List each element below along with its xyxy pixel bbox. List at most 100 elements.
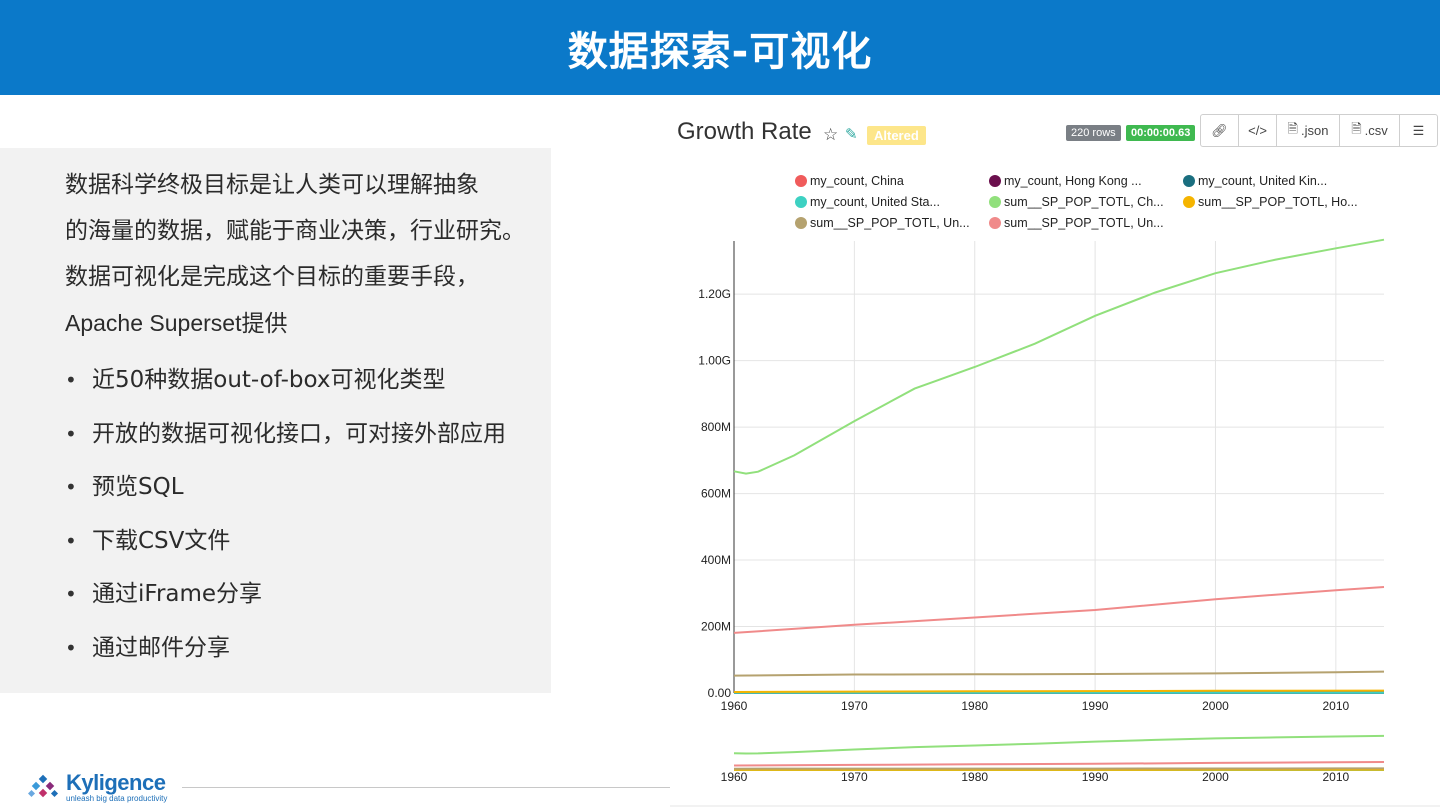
slide-header: 数据探索-可视化 <box>0 0 1440 95</box>
feature-list: • 近50种数据out-of-box可视化类型 • 开放的数据可视化接口，可对接外部… <box>65 354 531 675</box>
legend-item[interactable]: sum__SP_POP_TOTL, Un... <box>989 216 1164 230</box>
legend-label: sum__SP_POP_TOTL, Ch... <box>1004 195 1164 209</box>
legend-swatch <box>989 196 1001 208</box>
bullet-icon: • <box>65 368 77 392</box>
legend-label: sum__SP_POP_TOTL, Un... <box>1004 216 1164 230</box>
list-item: • 通过iFrame分享 <box>65 568 531 622</box>
logo-tagline: unleash big data productivity <box>66 794 168 803</box>
y-tick-label: 200M <box>701 620 731 634</box>
navigator-x-tick-label: 1990 <box>1082 770 1109 784</box>
menu-button[interactable]: ☰ <box>1400 115 1437 146</box>
text-panel: 数据科学终极目标是让人类可以理解抽象 的海量的数据，赋能于商业决策，行业研究。 … <box>0 148 551 693</box>
series-line-4 <box>733 238 1385 475</box>
list-item-label: 通过邮件分享 <box>92 634 230 661</box>
altered-badge[interactable]: Altered <box>867 126 926 145</box>
legend-item[interactable]: my_count, United Kin... <box>1183 174 1327 188</box>
code-icon: </> <box>1248 123 1267 138</box>
bullet-icon: • <box>65 528 77 553</box>
link-icon: 🔗︎ <box>1211 122 1228 138</box>
y-tick-label: 1.00G <box>698 354 731 368</box>
list-item-label: 下载CSV文件 <box>92 527 231 554</box>
chart-title: Growth Rate <box>677 118 812 145</box>
json-label: .json <box>1300 123 1329 138</box>
chart-panel: 0.00 200M 400M 600M 800M 1.00G 1.20G 1960 1970 19… <box>670 108 1440 810</box>
list-item-label: 近50种数据out-of-box可视化类型 <box>92 367 446 393</box>
legend-label: sum__SP_POP_TOTL, Un... <box>810 216 970 230</box>
legend-swatch <box>795 175 807 187</box>
bullet-icon: • <box>65 582 77 606</box>
bullet-icon: • <box>65 421 77 446</box>
navigator-x-tick-label: 2000 <box>1202 770 1229 784</box>
bullet-icon: • <box>65 635 77 660</box>
legend-label: my_count, China <box>810 174 904 188</box>
list-item: • 通过邮件分享 <box>65 622 531 676</box>
kyligence-logo: Kyligence unleash big data productivity <box>28 770 168 806</box>
legend-label: my_count, United Kin... <box>1198 174 1328 188</box>
x-tick-label: 1960 <box>721 699 748 713</box>
x-tick-label: 2010 <box>1323 699 1350 713</box>
legend-item[interactable]: sum__SP_POP_TOTL, Ho... <box>1183 195 1358 209</box>
intro-line-3: 数据可视化是完成这个目标的重要手段， <box>65 264 479 290</box>
x-tick-label: 1980 <box>961 699 988 713</box>
intro-line-4: Apache Superset提供 <box>65 310 288 336</box>
legend-swatch <box>989 175 1001 187</box>
logo-mark-icon <box>28 774 59 798</box>
legend-swatch <box>795 217 807 229</box>
navigator-series-line-7 <box>733 761 1385 767</box>
list-item-label: 预览SQL <box>92 474 184 500</box>
json-button[interactable]: 🗎 .json <box>1277 115 1340 146</box>
legend-item[interactable]: my_count, Hong Kong ... <box>989 174 1142 188</box>
chart-toolbar: 🔗︎ </> 🗎 .json 🗎 .csv ☰ <box>1200 114 1438 147</box>
menu-icon: ☰ <box>1412 122 1425 138</box>
navigator-x-tick-label: 2010 <box>1323 770 1350 784</box>
file-icon: 🗎 <box>1351 120 1362 136</box>
legend-label: sum__SP_POP_TOTL, Ho... <box>1198 195 1358 209</box>
embed-button[interactable]: </> <box>1239 115 1277 146</box>
list-item-label: 开放的数据可视化接口，可对接外部应用 <box>92 420 506 447</box>
navigator-x-tick-label: 1960 <box>721 770 748 784</box>
list-item: • 近50种数据out-of-box可视化类型 <box>65 354 531 408</box>
slide-title: 数据探索-可视化 <box>567 28 873 75</box>
row-count-badge: 220 rows <box>1066 125 1121 141</box>
list-item: • 下载CSV文件 <box>65 515 531 569</box>
legend-label: my_count, Hong Kong ... <box>1004 174 1142 188</box>
legend-swatch <box>1183 175 1195 187</box>
csv-button[interactable]: 🗎 .csv <box>1340 115 1400 146</box>
legend-swatch <box>989 217 1001 229</box>
x-tick-label: 2000 <box>1202 699 1229 713</box>
legend-item[interactable]: my_count, China <box>795 174 904 188</box>
csv-label: .csv <box>1364 123 1388 138</box>
list-item: • 开放的数据可视化接口，可对接外部应用 <box>65 408 531 462</box>
intro-line-2: 的海量的数据，赋能于商业决策，行业研究。 <box>65 218 525 244</box>
series-line-7 <box>733 586 1385 634</box>
legend-item[interactable]: sum__SP_POP_TOTL, Ch... <box>989 195 1164 209</box>
star-icon[interactable]: ☆ <box>823 125 839 145</box>
file-icon: 🗎 <box>1287 120 1298 136</box>
y-tick-label: 400M <box>701 553 731 567</box>
y-tick-label: 1.20G <box>698 287 731 301</box>
series-line-5 <box>733 689 1385 693</box>
logo-word: Kyligence <box>66 770 166 795</box>
list-item: • 预览SQL <box>65 461 531 515</box>
legend-item[interactable]: my_count, United Sta... <box>795 195 940 209</box>
bullet-icon: • <box>65 475 77 499</box>
y-tick-label: 600M <box>701 487 731 501</box>
series-line-6 <box>733 670 1385 677</box>
intro-line-1: 数据科学终极目标是让人类可以理解抽象 <box>65 172 479 198</box>
navigator-series-line-4 <box>733 734 1385 755</box>
x-tick-label: 1970 <box>841 699 868 713</box>
x-tick-label: 1990 <box>1082 699 1109 713</box>
legend-swatch <box>1183 196 1195 208</box>
legend-swatch <box>795 196 807 208</box>
legend-item[interactable]: sum__SP_POP_TOTL, Un... <box>795 216 970 230</box>
navigator-x-tick-label: 1980 <box>961 770 988 784</box>
y-tick-label: 0.00 <box>708 686 732 700</box>
edit-icon[interactable]: ✎ <box>845 125 858 143</box>
navigator-x-tick-label: 1970 <box>841 770 868 784</box>
line-chart: 0.00 200M 400M 600M 800M 1.00G 1.20G 1960 1970 19… <box>670 238 1440 807</box>
y-tick-label: 800M <box>701 420 731 434</box>
query-time-badge: 00:00:00.63 <box>1126 125 1196 141</box>
link-button[interactable]: 🔗︎ <box>1201 115 1239 146</box>
list-item-label: 通过iFrame分享 <box>92 581 263 607</box>
